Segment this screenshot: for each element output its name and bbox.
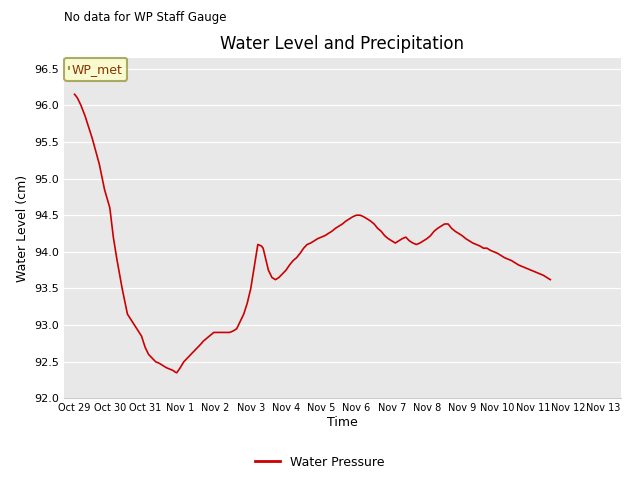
Text: No data for WP Staff Gauge: No data for WP Staff Gauge (64, 11, 227, 24)
Text: No data for f Rain: No data for f Rain (64, 0, 168, 2)
Title: Water Level and Precipitation: Water Level and Precipitation (220, 35, 465, 53)
X-axis label: Time: Time (327, 416, 358, 429)
Legend: Water Pressure: Water Pressure (250, 451, 390, 474)
Y-axis label: Water Level (cm): Water Level (cm) (16, 174, 29, 282)
Legend: WP_met: WP_met (64, 58, 127, 81)
